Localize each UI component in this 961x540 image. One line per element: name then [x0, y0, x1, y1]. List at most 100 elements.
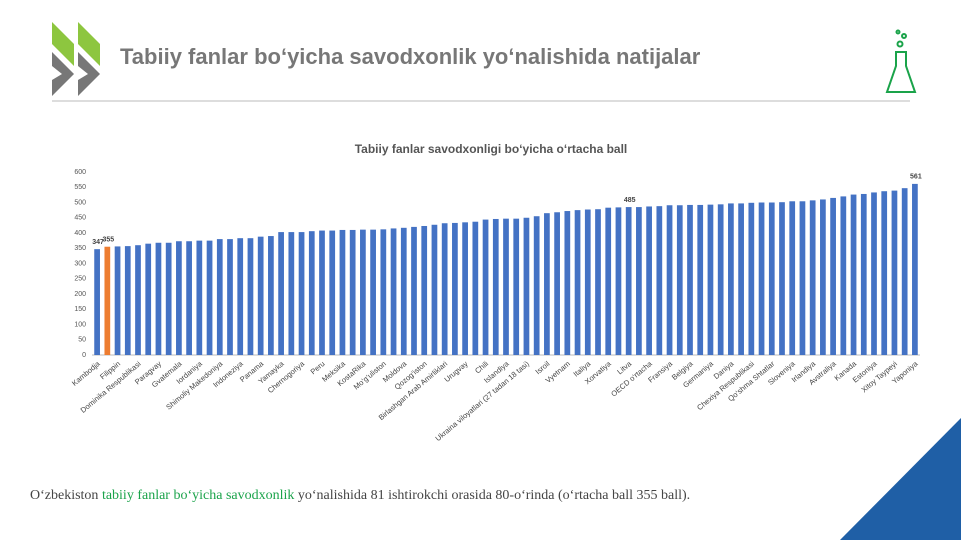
- data-label: 561: [910, 174, 922, 181]
- x-tick-label: Kambodja: [70, 359, 102, 388]
- bar: [840, 196, 847, 355]
- bar: [206, 240, 213, 355]
- y-tick-label: 350: [74, 245, 86, 252]
- bar: [186, 241, 192, 355]
- bar: [912, 183, 918, 355]
- bar: [860, 193, 867, 355]
- bar: [687, 204, 693, 355]
- y-tick-label: 250: [74, 276, 86, 283]
- bar: [257, 236, 264, 355]
- bar: [104, 246, 111, 355]
- bar: [114, 246, 121, 355]
- bar: [554, 212, 560, 355]
- bar: [288, 232, 295, 355]
- bar: [717, 204, 724, 355]
- bar: [472, 221, 479, 355]
- bar: [656, 206, 663, 355]
- y-tick-label: 600: [74, 169, 86, 176]
- bar: [564, 211, 571, 355]
- caption: O‘zbekiston tabiiy fanlar bo‘yicha savod…: [30, 487, 890, 504]
- bar: [145, 243, 152, 355]
- bar: [360, 229, 366, 355]
- bar: [799, 201, 806, 355]
- bar: [646, 206, 652, 355]
- bar: [503, 218, 509, 355]
- bar: [431, 224, 438, 355]
- bar: [636, 207, 642, 355]
- y-tick-label: 50: [78, 337, 86, 344]
- bar: [871, 192, 877, 355]
- bar: [390, 228, 397, 355]
- bar: [196, 240, 203, 355]
- bar: [135, 245, 141, 355]
- bar: [533, 216, 540, 355]
- bar: [329, 230, 336, 355]
- bar: [370, 229, 376, 355]
- chart-title: Tabiiy fanlar savodxonligi bo‘yicha o‘rt…: [355, 142, 628, 156]
- y-tick-label: 200: [74, 291, 86, 298]
- logo: [78, 52, 100, 96]
- bar: [247, 238, 254, 355]
- bar: [625, 207, 632, 355]
- bar: [697, 204, 704, 355]
- bar: [789, 201, 796, 355]
- corner-decoration: [840, 418, 961, 540]
- bar: [176, 241, 182, 355]
- data-label: 347: [92, 239, 104, 246]
- data-label: 485: [624, 197, 636, 204]
- bar: [411, 226, 417, 355]
- bar: [482, 219, 489, 355]
- logo: [52, 22, 74, 66]
- bar: [809, 200, 816, 355]
- bar: [155, 242, 162, 355]
- bar: [165, 242, 172, 355]
- bar: [278, 232, 284, 355]
- bar: [319, 230, 325, 355]
- bar: [216, 239, 223, 355]
- y-tick-label: 0: [82, 352, 86, 359]
- bar: [820, 199, 826, 355]
- bar: [452, 222, 458, 355]
- flask-icon: [885, 29, 917, 93]
- bar: [339, 229, 346, 355]
- logo: [78, 22, 100, 66]
- bar: [513, 218, 520, 355]
- caption-highlight: tabiiy fanlar bo‘yicha savodxonlik: [101, 488, 295, 503]
- bar: [544, 213, 550, 355]
- y-tick-label: 400: [74, 230, 86, 237]
- bar: [881, 191, 888, 355]
- bar: [779, 202, 785, 355]
- bar: [707, 204, 714, 355]
- bar: [400, 227, 407, 355]
- bar: [901, 188, 908, 355]
- logo: [52, 52, 74, 96]
- bar: [124, 246, 131, 355]
- bar: [605, 207, 612, 355]
- bar: [237, 238, 244, 355]
- bar: [462, 222, 468, 355]
- bar: [768, 202, 775, 355]
- y-tick-label: 150: [74, 306, 86, 313]
- bar: [615, 207, 622, 355]
- bar: [308, 231, 315, 355]
- bar: [421, 225, 428, 355]
- bar: [574, 210, 581, 355]
- bar: [349, 229, 356, 355]
- bar: [830, 197, 836, 355]
- bar: [492, 218, 499, 355]
- bar: [676, 205, 683, 355]
- bar: [523, 217, 530, 355]
- caption-text: yo‘nalishida 81 ishtirokchi orasida 80-o…: [294, 488, 691, 503]
- bar: [738, 203, 744, 355]
- x-tick-label: Urugvay: [442, 359, 469, 384]
- bar: [441, 223, 448, 355]
- bar: [380, 229, 387, 355]
- y-tick-label: 500: [74, 199, 86, 206]
- slide-title: Tabiiy fanlar bo‘yicha savodxonlik yo‘na…: [120, 44, 701, 69]
- bar: [584, 209, 591, 355]
- bar: [94, 249, 100, 355]
- bar: [298, 232, 305, 355]
- bar: [850, 194, 857, 355]
- y-tick-label: 550: [74, 184, 86, 191]
